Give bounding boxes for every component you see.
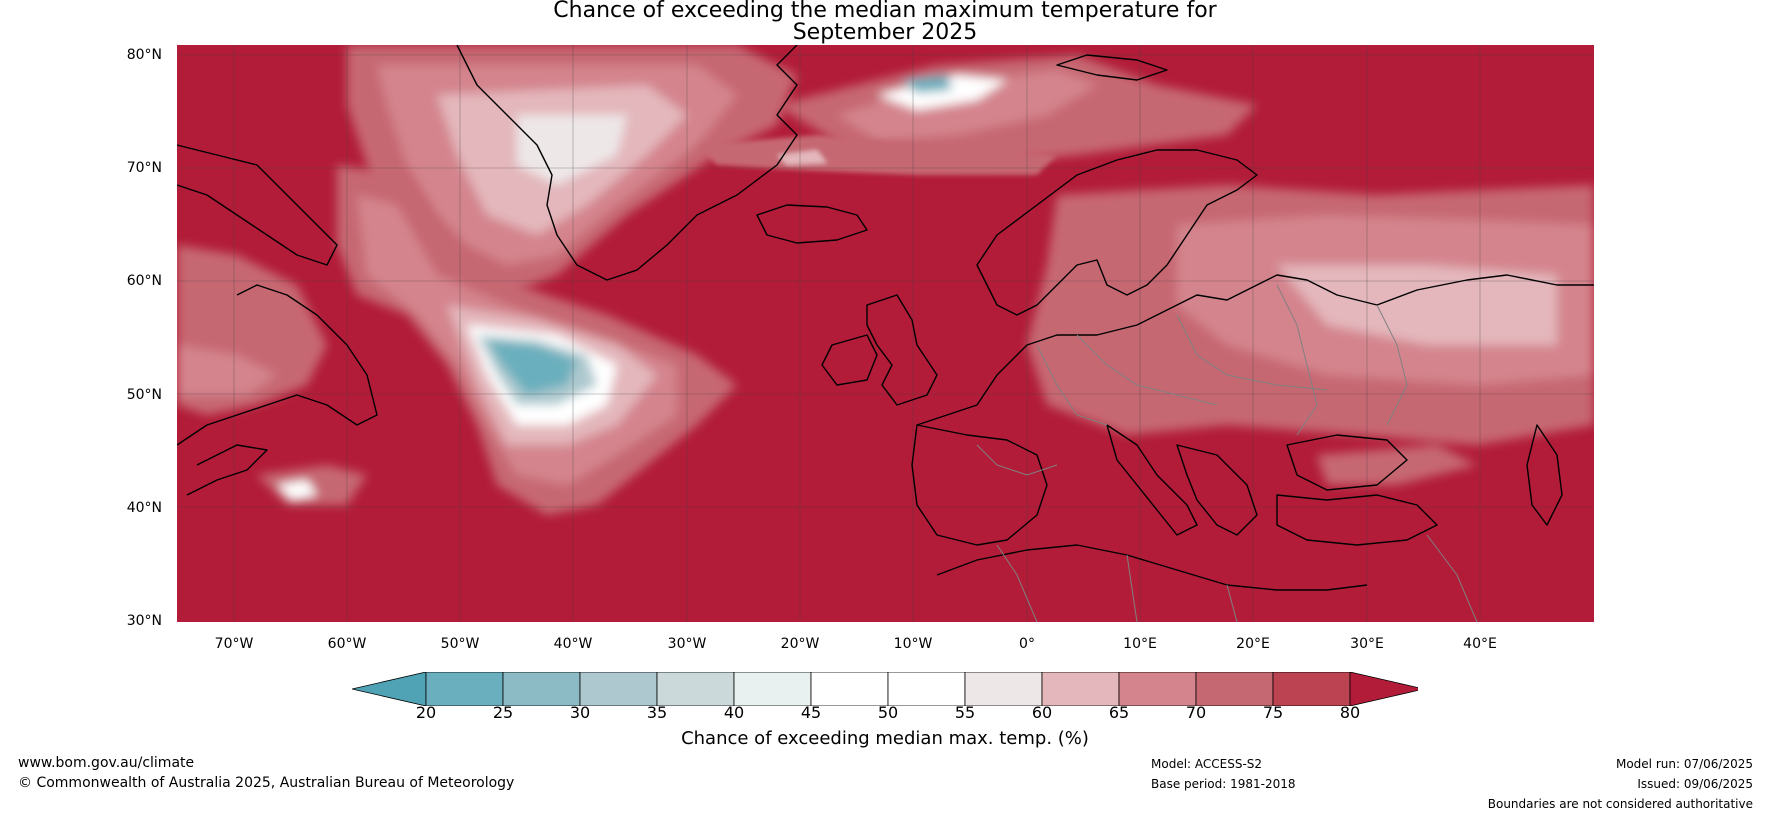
colorbar (352, 672, 1418, 706)
map-svg (177, 45, 1594, 622)
colorbar-segments (352, 672, 1418, 706)
lat-label-30n: 30°N (126, 613, 162, 629)
lon-label-60w: 60°W (327, 636, 367, 652)
footer-issued: Issued: 09/06/2025 (1637, 777, 1753, 791)
colorbar-segment (810, 672, 889, 706)
footer-base-period: Base period: 1981-2018 (1151, 777, 1296, 791)
forecast-map (177, 45, 1594, 622)
colorbar-tick-label: 35 (646, 703, 668, 722)
colorbar-segment (1118, 672, 1197, 706)
colorbar-tick-label: 60 (1031, 703, 1053, 722)
colorbar-extend-low (352, 672, 427, 706)
lon-label-10w: 10°W (893, 636, 933, 652)
colorbar-tick-label: 70 (1185, 703, 1207, 722)
coastline-turkey (1276, 494, 1438, 546)
anomaly-field-greenland (347, 45, 797, 295)
lon-label-70w: 70°W (214, 636, 254, 652)
colorbar-extend-high (1349, 672, 1418, 706)
footer-disclaimer: Boundaries are not considered authoritat… (1487, 797, 1753, 811)
colorbar-tick-label: 65 (1108, 703, 1130, 722)
anomaly-field-eastern-europe (1027, 185, 1594, 485)
coastline-baffin (177, 144, 338, 266)
lon-label-40e: 40°E (1463, 636, 1497, 652)
lat-label-70n: 70°N (126, 160, 162, 176)
coastline-black-sea (1286, 434, 1408, 491)
coastline-scandinavia (976, 149, 1258, 316)
footer-website: www.bom.gov.au/climate (18, 755, 195, 771)
lat-label-80n: 80°N (126, 47, 162, 63)
anomaly-field-norwegian-sea (697, 135, 1057, 175)
colorbar-segment (964, 672, 1043, 706)
colorbar-segment (579, 672, 658, 706)
coastline-balkans (1176, 444, 1258, 536)
lat-label-50n: 50°N (126, 387, 162, 403)
colorbar-segment (502, 672, 581, 706)
colorbar-segment (733, 672, 812, 706)
colorbar-segment (887, 672, 966, 706)
coastline-europe (916, 274, 1594, 426)
colorbar-tick-label: 75 (1262, 703, 1284, 722)
colorbar-segment (1272, 672, 1351, 706)
footer-model: Model: ACCESS-S2 (1151, 757, 1263, 771)
colorbar-tick-label: 30 (569, 703, 591, 722)
colorbar-tick-label: 45 (800, 703, 822, 722)
coastline-labrador (177, 284, 378, 446)
colorbar-tick-label: 55 (954, 703, 976, 722)
lon-label-20e: 20°E (1236, 636, 1270, 652)
coastline-greenland (456, 45, 798, 281)
colorbar-tick-label: 20 (415, 703, 437, 722)
coastline-nova-scotia (186, 444, 268, 496)
colorbar-segment (425, 672, 504, 706)
coastline-great-britain (866, 294, 938, 406)
footer-copyright: © Commonwealth of Australia 2025, Austra… (18, 775, 515, 791)
lon-label-50w: 50°W (440, 636, 480, 652)
colorbar-tick-label: 50 (877, 703, 899, 722)
coastline-north-africa (936, 544, 1368, 591)
country-borders (976, 284, 1478, 622)
colorbar-tick-label: 40 (723, 703, 745, 722)
anomaly-field-canada (177, 245, 367, 505)
anomaly-field-svalbard (777, 55, 1257, 165)
coastline-iberia (911, 424, 1048, 546)
coastline-italy (1106, 424, 1198, 536)
coastline-caspian (1526, 424, 1563, 526)
lon-label-10e: 10°E (1123, 636, 1157, 652)
anomaly-field-north-atlantic (337, 165, 737, 515)
coastline-iceland (756, 204, 868, 244)
footer-model-run: Model run: 07/06/2025 (1615, 757, 1753, 771)
graticule (177, 45, 1594, 622)
colorbar-segment (1041, 672, 1120, 706)
lon-label-30e: 30°E (1350, 636, 1384, 652)
lon-label-0: 0° (1019, 636, 1035, 652)
chart-title-line-1: Chance of exceeding the median maximum t… (553, 0, 1217, 23)
lon-label-20w: 20°W (780, 636, 820, 652)
lat-label-40n: 40°N (126, 500, 162, 516)
colorbar-segment (656, 672, 735, 706)
lat-label-60n: 60°N (126, 273, 162, 289)
colorbar-segment (1195, 672, 1274, 706)
lon-label-40w: 40°W (553, 636, 593, 652)
colorbar-tick-label: 80 (1339, 703, 1361, 722)
coastline-svalbard (1056, 54, 1168, 81)
lon-label-30w: 30°W (667, 636, 707, 652)
colorbar-label: Chance of exceeding median max. temp. (%… (681, 728, 1089, 749)
chart-title-line-2: September 2025 (792, 20, 978, 45)
colorbar-tick-label: 25 (492, 703, 514, 722)
coastline-ireland (821, 334, 878, 386)
coastlines (177, 45, 1594, 591)
